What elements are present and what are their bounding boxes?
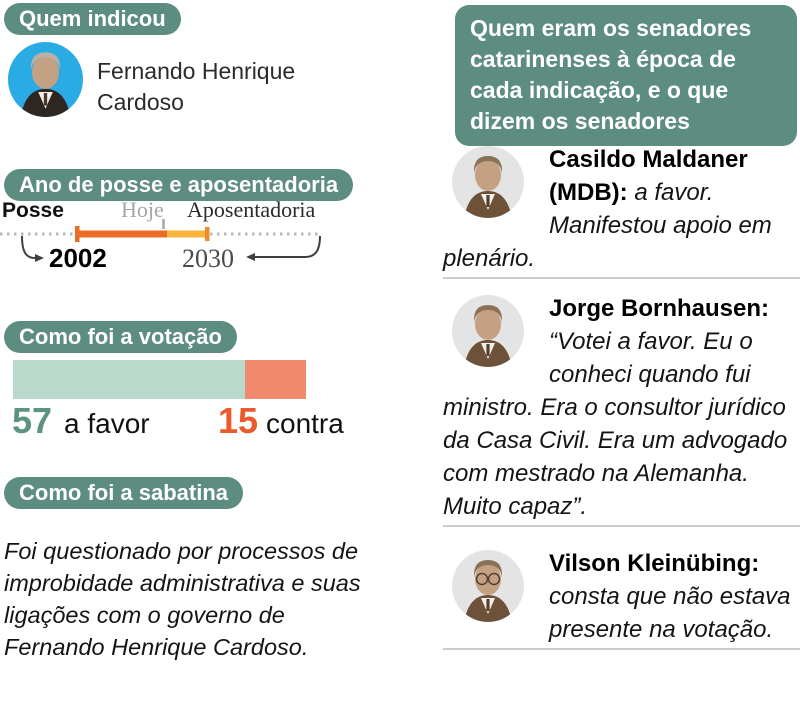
senator-entry: Jorge Bornhausen: “Votei a favor. Eu o c… bbox=[443, 292, 800, 527]
tenure-bar-future bbox=[167, 230, 207, 238]
timeline-start-label: Posse bbox=[2, 199, 64, 222]
votes-against-label: contra bbox=[266, 408, 344, 439]
section-header-timeline: Ano de posse e aposentadoria bbox=[4, 169, 354, 201]
senator-name: Casildo Maldaner (MDB): bbox=[549, 146, 748, 206]
start-year: 2002 bbox=[49, 243, 107, 273]
votes-against-count: 15 bbox=[218, 400, 259, 441]
end-year-arrowhead bbox=[246, 253, 255, 261]
senator-quote: consta que não estava presente na votaçã… bbox=[549, 583, 791, 643]
section-header-hearing: Como foi a sabatina bbox=[4, 477, 244, 509]
hearing-description: Foi questionado por processos de improbi… bbox=[4, 537, 361, 660]
senator-name: Vilson Kleinübing: bbox=[549, 550, 760, 577]
senator-text: Vilson Kleinübing: consta que não estava… bbox=[443, 547, 800, 646]
votes-favor-count: 57 bbox=[12, 400, 53, 441]
section-header-senators: Quem eram os senadores catarinenses à ép… bbox=[455, 5, 797, 146]
section-header-who-nominated: Quem indicou bbox=[4, 3, 181, 35]
vote-result-bar bbox=[13, 360, 306, 399]
senator-quote: a favor. Manifestou apoio em plenário. bbox=[443, 179, 772, 272]
senator-photo bbox=[452, 550, 524, 622]
end-year-connector bbox=[254, 235, 321, 258]
senator-photo bbox=[452, 146, 524, 218]
senator-entry: Casildo Maldaner (MDB): a favor. Manifes… bbox=[443, 143, 800, 279]
senator-name: Jorge Bornhausen: bbox=[549, 295, 770, 322]
start-tick bbox=[75, 226, 80, 242]
start-year-arrowhead bbox=[35, 254, 44, 262]
end-tick bbox=[205, 227, 210, 241]
section-header-vote: Como foi a votação bbox=[4, 321, 237, 353]
votes-favor-segment bbox=[13, 360, 245, 399]
tenure-bar-past bbox=[77, 230, 167, 238]
senator-quote: “Votei a favor. Eu o conheci quando fui … bbox=[443, 328, 788, 520]
senator-photo bbox=[452, 295, 524, 367]
votes-against-segment bbox=[245, 360, 306, 399]
senator-text: Casildo Maldaner (MDB): a favor. Manifes… bbox=[443, 143, 800, 275]
end-year: 2030 bbox=[182, 244, 234, 273]
timeline-today-label: Hoje bbox=[121, 197, 164, 222]
start-year-connector bbox=[21, 235, 36, 259]
senator-entry: Vilson Kleinübing: consta que não estava… bbox=[443, 547, 800, 650]
nominator-name: Fernando Henrique Cardoso bbox=[97, 58, 296, 115]
tenure-timeline: Posse Hoje Aposentadoria 2002 2030 bbox=[0, 197, 322, 273]
senator-text: Jorge Bornhausen: “Votei a favor. Eu o c… bbox=[443, 292, 800, 523]
fhc-portrait bbox=[8, 42, 83, 117]
votes-favor-label: a favor bbox=[64, 408, 150, 439]
timeline-end-label: Aposentadoria bbox=[187, 197, 316, 222]
